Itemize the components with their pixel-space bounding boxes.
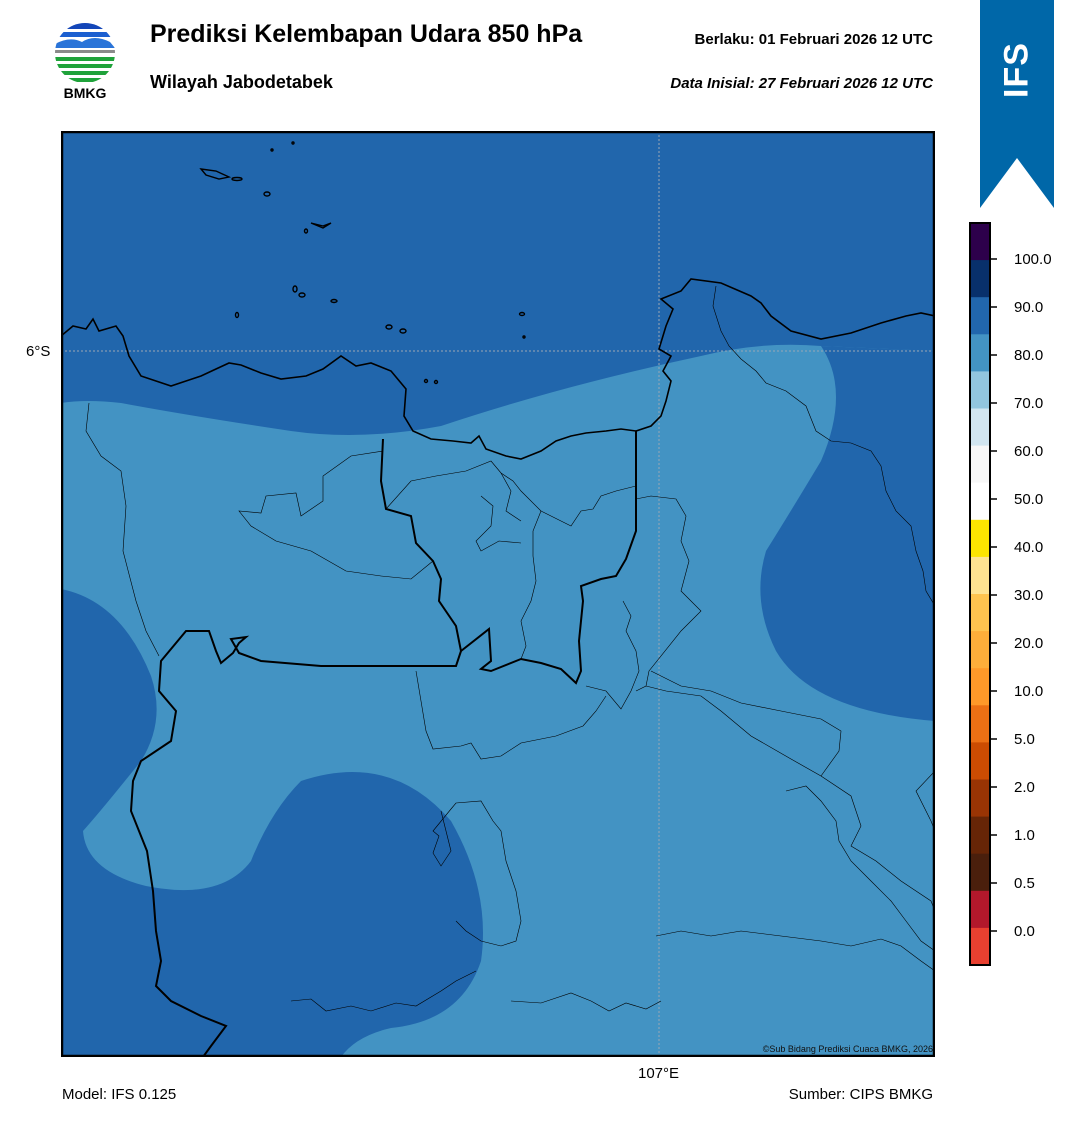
map-title: Prediksi Kelembapan Udara 850 hPa [150,20,583,48]
valid-time: Berlaku: 01 Februari 2026 12 UTC [694,31,933,48]
colorbar-bin [970,482,990,521]
colorbar-tick-label: 70.0 [1014,395,1043,412]
colorbar-tick-label: 5.0 [1014,731,1035,748]
humidity-map [61,131,935,1057]
colorbar-bin [970,334,990,372]
ifs-badge [980,0,1054,208]
colorbar-bin [970,816,990,855]
initial-time: Data Inisial: 27 Februari 2026 12 UTC [670,75,933,92]
colorbar-bin [970,260,990,298]
colorbar-tick-label: 100.0 [1014,251,1052,268]
colorbar-tick-label: 20.0 [1014,635,1043,652]
colorbar-tick-label: 50.0 [1014,491,1043,508]
colorbar-bin [970,705,990,743]
colorbar-tick-label: 1.0 [1014,827,1035,844]
coastline [61,278,935,460]
colorbar: 100.0 90.0 80.0 70.0 60.0 50.0 40.0 30.0 20.0 10.… [969,222,1052,966]
ifs-badge-label: IFS [997,42,1036,98]
bmkg-logo [55,23,115,83]
colorbar-bin [970,371,990,409]
colorbar-bin [970,408,990,447]
regency-boundaries [85,285,935,1012]
colorbar-bin [970,853,990,892]
colorbar-bin [970,927,990,966]
map-subtitle: Wilayah Jabodetabek [150,72,333,92]
colorbar-bin [970,594,990,632]
latitude-label: 6°S [26,343,51,360]
colorbar-bin [970,223,990,261]
model-label: Model: IFS 0.125 [62,1086,177,1103]
colorbar-tick-label: 60.0 [1014,443,1043,460]
province-boundaries [129,431,637,1057]
colorbar-bin [970,779,990,818]
islands [199,141,526,385]
colorbar-bin [970,742,990,780]
humidity-zone-east [760,346,935,721]
colorbar-tick-label: 2.0 [1014,779,1035,796]
colorbar-tick-label: 30.0 [1014,587,1043,604]
colorbar-bin [970,297,990,335]
colorbar-bin [970,556,990,595]
colorbar-bin [970,668,990,706]
humidity-zone-north [61,131,935,435]
colorbar-bin [970,631,990,669]
colorbar-bin [970,890,990,929]
colorbar-bin [970,519,990,558]
logo-label: BMKG [63,85,107,101]
colorbar-tick-label: 40.0 [1014,539,1043,556]
longitude-label: 107°E [638,1065,680,1082]
colorbar-tick-label: 80.0 [1014,347,1043,364]
colorbar-bin [970,445,990,484]
colorbar-tick-label: 0.0 [1014,923,1035,940]
humidity-zone-west [61,589,483,1057]
colorbar-tick-label: 90.0 [1014,299,1043,316]
colorbar-tick-label: 0.5 [1014,875,1035,892]
colorbar-tick-label: 10.0 [1014,683,1043,700]
map-credit: ©Sub Bidang Prediksi Cuaca BMKG, 2026 [762,1044,933,1054]
source-label: Sumber: CIPS BMKG [788,1086,933,1103]
